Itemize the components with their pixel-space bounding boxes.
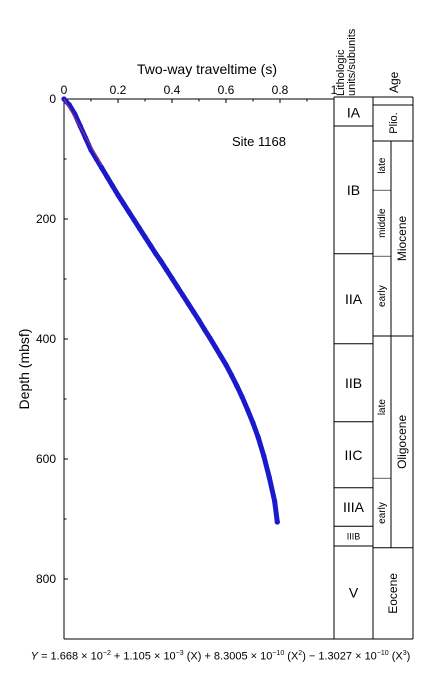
subepoch-label: late — [377, 399, 388, 416]
y-tick-label: 200 — [36, 212, 56, 226]
data-point — [212, 344, 218, 350]
lithology-header-line1: Lithologic — [335, 49, 347, 96]
epoch-label: Oligocene — [395, 415, 409, 469]
data-point — [115, 192, 121, 198]
x-axis-title: Two-way traveltime (s) — [137, 61, 277, 77]
data-point — [174, 284, 180, 290]
data-point — [223, 362, 229, 368]
data-point — [196, 317, 202, 323]
depth-traveltime-curve — [61, 96, 280, 525]
x-tick-label: 0.4 — [164, 83, 181, 97]
data-point — [201, 326, 207, 332]
data-point — [142, 234, 148, 240]
data-point — [274, 519, 280, 525]
data-point — [158, 259, 164, 265]
y-tick-label: 400 — [36, 332, 56, 346]
data-point — [250, 420, 256, 426]
data-point — [218, 353, 224, 359]
y-tick-label: 600 — [36, 452, 56, 466]
data-point — [185, 301, 191, 307]
data-point — [137, 226, 143, 232]
epoch-label: Miocene — [395, 215, 409, 261]
data-point — [261, 453, 267, 459]
unit-label: IIIB — [347, 531, 361, 541]
data-point — [147, 242, 153, 248]
unit-label: IA — [347, 105, 361, 121]
subepoch-label: middle — [377, 208, 388, 238]
data-point — [191, 309, 197, 315]
y-tick-label: 800 — [36, 572, 56, 586]
data-point — [164, 267, 170, 273]
epoch-label: Plio. — [388, 112, 400, 133]
data-point — [180, 292, 186, 298]
data-point — [255, 435, 261, 441]
data-point — [169, 275, 175, 281]
data-point — [120, 200, 126, 206]
data-point — [153, 251, 159, 257]
data-point — [234, 383, 240, 389]
subepoch-label: early — [377, 285, 388, 307]
data-point — [266, 474, 272, 480]
x-tick-label: 0.2 — [110, 83, 127, 97]
unit-label: IB — [347, 182, 360, 198]
y-axis-title: Depth (mbsf) — [16, 329, 32, 410]
equation-y: Y — [30, 650, 39, 663]
unit-label: V — [349, 585, 359, 601]
regression-equation: Y = 1.668 × 10−2 + 1.105 × 10−3 (X) + 8.… — [30, 650, 411, 663]
subepoch-label: early — [377, 502, 388, 524]
lithology-header-line2: units/subunits — [346, 28, 358, 96]
data-point — [272, 498, 278, 504]
data-point — [228, 372, 234, 378]
data-point — [239, 394, 245, 400]
unit-label: IIIA — [343, 499, 365, 515]
site-label: Site 1168 — [232, 134, 286, 149]
x-tick-label: 0.8 — [272, 83, 289, 97]
fit-line-segment — [63, 98, 103, 166]
unit-label: IIB — [345, 375, 362, 391]
epoch-label: Eocene — [386, 573, 400, 614]
data-point — [245, 407, 251, 413]
unit-label: IIA — [345, 291, 363, 307]
x-tick-label: 0 — [61, 83, 68, 97]
subepoch-label: late — [377, 157, 388, 174]
age-header: Age — [387, 71, 401, 93]
data-point — [104, 174, 110, 180]
y-tick-label: 0 — [49, 92, 56, 106]
data-point — [126, 209, 132, 215]
data-point — [110, 183, 116, 189]
x-tick-label: 1 — [331, 83, 338, 97]
unit-label: IIC — [345, 447, 363, 463]
data-point — [207, 335, 213, 341]
data-point — [99, 165, 105, 171]
data-point — [131, 217, 137, 223]
x-tick-label: 0.6 — [218, 83, 235, 97]
